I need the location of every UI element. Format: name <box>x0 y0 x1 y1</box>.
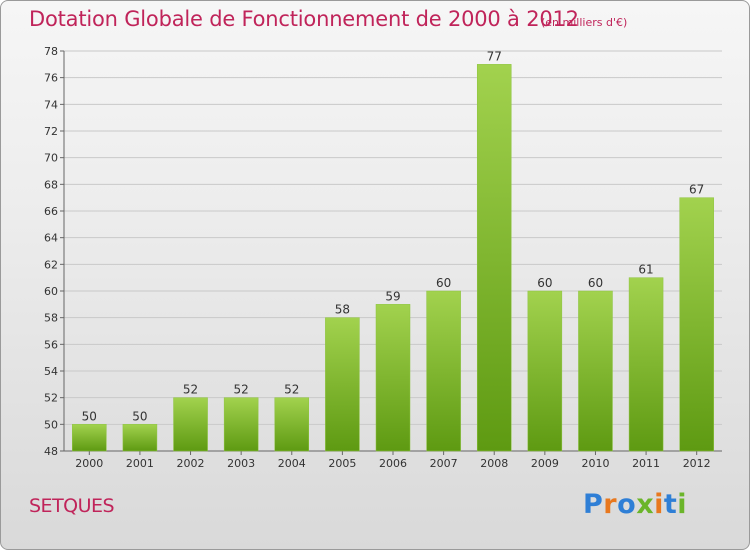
y-tick-label: 58 <box>44 312 58 325</box>
chart-subtitle: (en milliers d'€) <box>541 16 628 29</box>
bar-value-label: 59 <box>385 289 400 303</box>
chart-title: Dotation Globale de Fonctionnement de 20… <box>29 7 579 31</box>
x-tick-label: 2000 <box>75 457 103 470</box>
x-tick-label: 2001 <box>126 457 154 470</box>
y-tick-label: 68 <box>44 178 58 191</box>
logo-letter: x <box>636 489 655 520</box>
y-tick-label: 66 <box>44 205 58 218</box>
bar-value-label: 60 <box>537 276 552 290</box>
bar-value-label: 60 <box>588 276 603 290</box>
y-tick-label: 54 <box>44 365 58 378</box>
labels: 48 50 52 54 56 58 60 62 64 66 68 70 72 74 76 78 50 2000 50… <box>44 45 711 470</box>
x-tick-label: 2009 <box>531 457 559 470</box>
y-tick-label: 72 <box>44 125 58 138</box>
bar-value-label: 77 <box>487 49 502 63</box>
x-tick-label: 2011 <box>632 457 660 470</box>
bar <box>122 424 158 452</box>
bar <box>578 290 613 452</box>
y-tick-label: 78 <box>44 45 58 58</box>
bars <box>72 64 714 452</box>
y-tick-label: 76 <box>44 72 58 85</box>
bar <box>527 290 563 452</box>
bar-value-label: 50 <box>82 409 97 423</box>
y-tick-label: 60 <box>44 285 58 298</box>
bar <box>72 424 107 452</box>
bar <box>375 304 411 452</box>
location-name: SETQUES <box>29 495 115 517</box>
y-tick-label: 62 <box>44 258 58 271</box>
bar <box>274 397 310 452</box>
bar-value-label: 58 <box>335 303 350 317</box>
bar-value-label: 67 <box>689 183 704 197</box>
bar-value-label: 50 <box>132 409 147 423</box>
y-tick-label: 52 <box>44 392 58 405</box>
logo-letter: i <box>654 489 664 520</box>
bar-value-label: 60 <box>436 276 451 290</box>
bar <box>173 397 208 452</box>
logo-letter: t <box>663 489 678 520</box>
bar-value-label: 52 <box>284 383 299 397</box>
x-tick-label: 2004 <box>278 457 306 470</box>
x-tick-label: 2012 <box>683 457 711 470</box>
x-tick-label: 2006 <box>379 457 407 470</box>
bar <box>679 197 714 452</box>
x-tick-label: 2010 <box>581 457 609 470</box>
bar <box>325 317 360 452</box>
y-tick-label: 64 <box>44 232 58 245</box>
bar <box>223 397 259 452</box>
bar <box>628 277 664 452</box>
y-tick-label: 56 <box>44 338 58 351</box>
logo-letter: r <box>603 489 618 520</box>
y-tick-label: 74 <box>44 98 58 111</box>
logo-letter: o <box>617 489 637 520</box>
x-tick-label: 2007 <box>430 457 458 470</box>
bar-value-label: 52 <box>234 383 249 397</box>
y-tick-label: 70 <box>44 152 58 165</box>
y-tick-label: 48 <box>44 445 58 458</box>
x-tick-label: 2002 <box>177 457 205 470</box>
y-tick-label: 50 <box>44 418 58 431</box>
x-tick-label: 2008 <box>480 457 508 470</box>
bar-value-label: 61 <box>638 263 653 277</box>
bar <box>426 290 461 452</box>
bar <box>476 64 512 452</box>
proxiti-logo: Proxiti <box>583 489 687 520</box>
logo-letter: P <box>583 489 604 520</box>
x-tick-label: 2003 <box>227 457 255 470</box>
x-tick-label: 2005 <box>328 457 356 470</box>
logo-letter: i <box>677 489 688 520</box>
bar-value-label: 52 <box>183 383 198 397</box>
